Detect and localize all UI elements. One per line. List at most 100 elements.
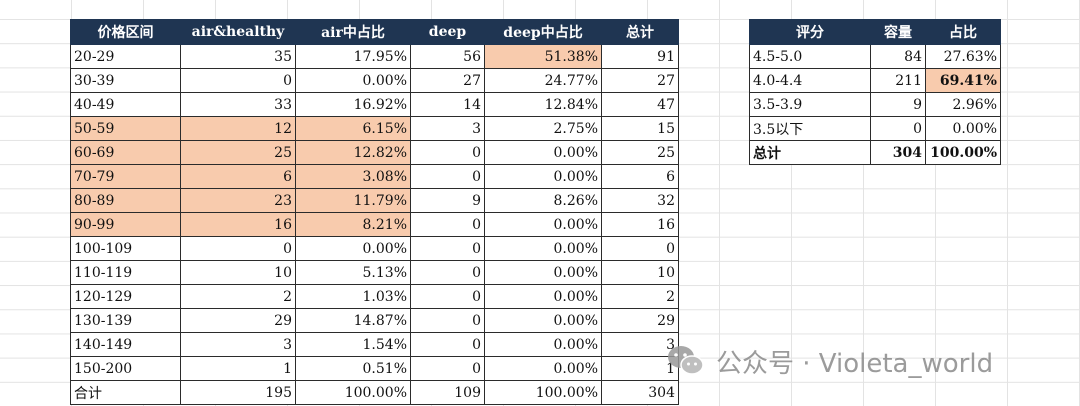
cell-air-share[interactable]: 3.08%	[295, 164, 411, 189]
cell-air-share[interactable]: 17.95%	[295, 44, 411, 69]
cell-rating-share[interactable]: 2.96%	[925, 92, 1001, 117]
cell-deep-count[interactable]: 9	[410, 188, 485, 213]
cell-air-share[interactable]: 1.03%	[295, 284, 411, 309]
cell-deep-count[interactable]: 0	[410, 308, 485, 333]
cell-price-range[interactable]: 100-109	[70, 236, 181, 261]
header-rating[interactable]: 评分	[749, 19, 871, 45]
cell-rating-count[interactable]: 84	[870, 44, 926, 69]
header-deep-share[interactable]: deep中占比	[484, 19, 602, 45]
cell-rating-range[interactable]: 4.5-5.0	[749, 44, 871, 69]
cell-price-range[interactable]: 110-119	[70, 260, 181, 285]
cell-air-share[interactable]: 11.79%	[295, 188, 411, 213]
cell-price-range[interactable]: 60-69	[70, 140, 181, 165]
cell-price-range[interactable]: 30-39	[70, 68, 181, 93]
cell-deep-count[interactable]: 0	[410, 260, 485, 285]
cell-total[interactable]: 29	[601, 308, 679, 333]
cell-deep-count[interactable]: 14	[410, 92, 485, 117]
cell-rating-share[interactable]: 100.00%	[925, 140, 1001, 165]
header-share[interactable]: 占比	[925, 19, 1001, 45]
cell-price-range[interactable]: 70-79	[70, 164, 181, 189]
cell-deep-share[interactable]: 0.00%	[484, 140, 602, 165]
cell-total[interactable]: 91	[601, 44, 679, 69]
cell-deep-share[interactable]: 0.00%	[484, 284, 602, 309]
cell-air-count[interactable]: 29	[180, 308, 296, 333]
cell-rating-range[interactable]: 4.0-4.4	[749, 68, 871, 93]
cell-air-count[interactable]: 12	[180, 116, 296, 141]
cell-air-share[interactable]: 8.21%	[295, 212, 411, 237]
cell-air-count[interactable]: 0	[180, 236, 296, 261]
cell-deep-share[interactable]: 0.00%	[484, 164, 602, 189]
cell-air-share[interactable]: 6.15%	[295, 116, 411, 141]
cell-deep-count[interactable]: 0	[410, 212, 485, 237]
cell-price-range[interactable]: 20-29	[70, 44, 181, 69]
cell-air-count[interactable]: 33	[180, 92, 296, 117]
cell-air-share[interactable]: 14.87%	[295, 308, 411, 333]
cell-air-count[interactable]: 10	[180, 260, 296, 285]
cell-total[interactable]: 3	[601, 332, 679, 357]
cell-air-share[interactable]: 5.13%	[295, 260, 411, 285]
cell-air-count[interactable]: 23	[180, 188, 296, 213]
cell-air-count[interactable]: 1	[180, 356, 296, 381]
cell-deep-share[interactable]: 0.00%	[484, 260, 602, 285]
cell-price-range[interactable]: 80-89	[70, 188, 181, 213]
cell-deep-share[interactable]: 0.00%	[484, 212, 602, 237]
cell-air-share[interactable]: 16.92%	[295, 92, 411, 117]
cell-total[interactable]: 10	[601, 260, 679, 285]
cell-air-share[interactable]: 0.00%	[295, 236, 411, 261]
header-air-healthy[interactable]: air&healthy	[180, 19, 296, 45]
cell-total[interactable]: 27	[601, 68, 679, 93]
cell-total[interactable]: 0	[601, 236, 679, 261]
cell-deep-count[interactable]: 0	[410, 164, 485, 189]
cell-price-range[interactable]: 90-99	[70, 212, 181, 237]
cell-air-count[interactable]: 2	[180, 284, 296, 309]
header-price-range[interactable]: 价格区间	[70, 19, 181, 45]
cell-air-count[interactable]: 3	[180, 332, 296, 357]
header-deep[interactable]: deep	[410, 19, 485, 45]
cell-deep-count[interactable]: 0	[410, 140, 485, 165]
cell-deep-share[interactable]: 0.00%	[484, 236, 602, 261]
cell-total[interactable]: 16	[601, 212, 679, 237]
cell-air-count[interactable]: 6	[180, 164, 296, 189]
cell-rating-share[interactable]: 69.41%	[925, 68, 1001, 93]
header-total[interactable]: 总计	[601, 19, 679, 45]
cell-price-range[interactable]: 120-129	[70, 284, 181, 309]
cell-total[interactable]: 32	[601, 188, 679, 213]
cell-air-share[interactable]: 0.00%	[295, 68, 411, 93]
cell-deep-share[interactable]: 12.84%	[484, 92, 602, 117]
cell-deep-count[interactable]: 0	[410, 284, 485, 309]
header-capacity[interactable]: 容量	[870, 19, 926, 45]
cell-deep-count[interactable]: 109	[410, 380, 485, 405]
cell-deep-count[interactable]: 56	[410, 44, 485, 69]
cell-price-range[interactable]: 130-139	[70, 308, 181, 333]
cell-total[interactable]: 2	[601, 284, 679, 309]
cell-air-count[interactable]: 195	[180, 380, 296, 405]
cell-rating-count[interactable]: 211	[870, 68, 926, 93]
cell-deep-count[interactable]: 0	[410, 356, 485, 381]
cell-total[interactable]: 47	[601, 92, 679, 117]
cell-deep-share[interactable]: 24.77%	[484, 68, 602, 93]
cell-air-share[interactable]: 1.54%	[295, 332, 411, 357]
cell-price-range[interactable]: 40-49	[70, 92, 181, 117]
cell-deep-share[interactable]: 0.00%	[484, 332, 602, 357]
cell-rating-share[interactable]: 27.63%	[925, 44, 1001, 69]
cell-total[interactable]: 6	[601, 164, 679, 189]
cell-rating-count[interactable]: 0	[870, 116, 926, 141]
cell-air-share[interactable]: 100.00%	[295, 380, 411, 405]
cell-deep-share[interactable]: 100.00%	[484, 380, 602, 405]
cell-deep-count[interactable]: 0	[410, 236, 485, 261]
cell-deep-share[interactable]: 8.26%	[484, 188, 602, 213]
cell-deep-count[interactable]: 27	[410, 68, 485, 93]
cell-deep-share[interactable]: 0.00%	[484, 356, 602, 381]
cell-air-share[interactable]: 12.82%	[295, 140, 411, 165]
cell-rating-count[interactable]: 9	[870, 92, 926, 117]
cell-rating-range[interactable]: 总计	[749, 140, 871, 165]
cell-air-count[interactable]: 25	[180, 140, 296, 165]
cell-price-range[interactable]: 150-200	[70, 356, 181, 381]
cell-price-range[interactable]: 合计	[70, 380, 181, 405]
cell-air-count[interactable]: 16	[180, 212, 296, 237]
cell-air-count[interactable]: 35	[180, 44, 296, 69]
header-air-share[interactable]: air中占比	[295, 19, 411, 45]
cell-total[interactable]: 25	[601, 140, 679, 165]
cell-total[interactable]: 15	[601, 116, 679, 141]
cell-price-range[interactable]: 50-59	[70, 116, 181, 141]
